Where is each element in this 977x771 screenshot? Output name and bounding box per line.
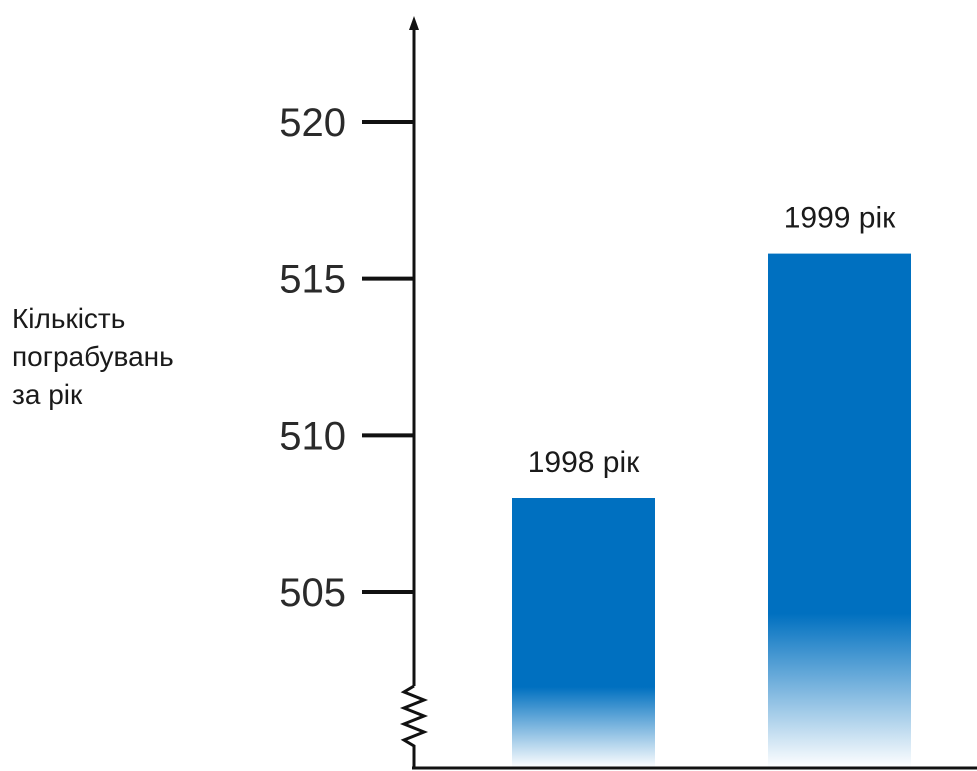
y-axis-label-line-3: за рік bbox=[12, 379, 83, 410]
y-axis-label: Кількість пограбувань за рік bbox=[12, 300, 252, 414]
y-axis-label-line-1: Кількість bbox=[12, 303, 126, 334]
y-tick-label-3: 515 bbox=[279, 258, 346, 302]
bars-layer: 1998 рік 1999 рік bbox=[512, 202, 911, 769]
y-tick-label-2: 510 bbox=[279, 414, 346, 458]
axes-layer: 505 510 515 520 bbox=[279, 16, 977, 770]
y-axis-label-line-2: пограбувань bbox=[12, 341, 174, 372]
y-tick-label-4: 520 bbox=[279, 101, 346, 145]
axis-break-icon bbox=[399, 684, 429, 768]
bar-label-1: 1998 рік bbox=[528, 446, 640, 479]
y-axis-arrow-icon bbox=[409, 16, 419, 30]
y-tick-label-1: 505 bbox=[279, 571, 346, 615]
bar-2 bbox=[768, 253, 911, 769]
bar-1 bbox=[512, 498, 655, 768]
bar-label-2: 1999 рік bbox=[784, 202, 896, 235]
